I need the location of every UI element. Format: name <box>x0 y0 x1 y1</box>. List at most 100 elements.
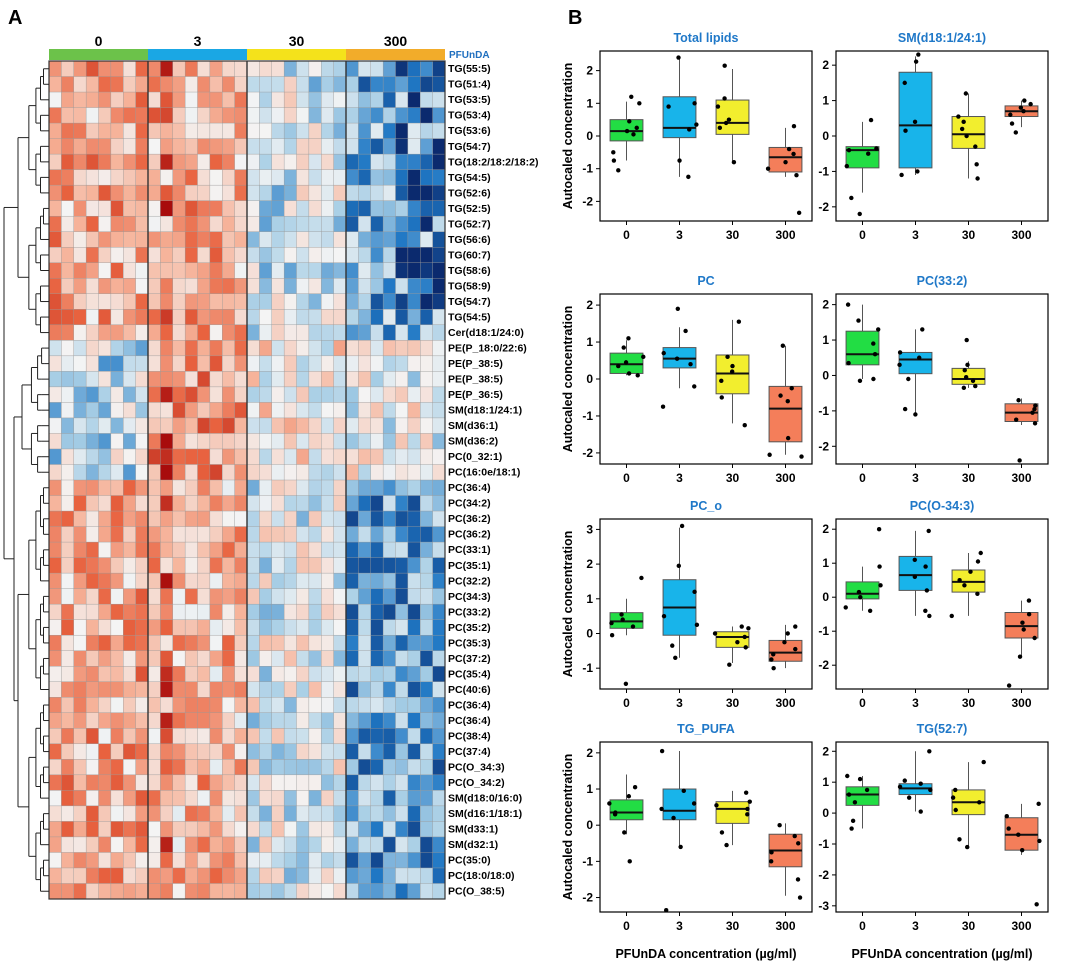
x-tick-label: 0 <box>859 471 866 485</box>
heatmap-cell <box>110 743 124 760</box>
heatmap-cell <box>358 231 372 248</box>
heatmap-cell <box>197 402 211 419</box>
heatmap-row-label: SM(d33:1) <box>448 824 498 836</box>
data-point <box>858 595 863 600</box>
data-point <box>661 350 666 356</box>
heatmap-cell <box>147 759 161 776</box>
heatmap-cell <box>197 588 211 605</box>
heatmap-cell <box>209 557 223 574</box>
heatmap-cell <box>160 91 174 108</box>
x-tick-label: 300 <box>775 919 795 933</box>
heatmap-cell <box>85 138 99 155</box>
heatmap-cell <box>321 293 335 310</box>
heatmap-cell <box>382 200 396 217</box>
heatmap-cell <box>407 448 421 465</box>
data-point <box>1004 813 1009 819</box>
heatmap-cell <box>407 634 421 652</box>
heatmap-cell <box>271 619 285 636</box>
heatmap-cell <box>407 386 421 403</box>
heatmap-cell <box>123 215 137 233</box>
heatmap-cell <box>407 572 421 590</box>
heatmap-cell <box>85 215 99 233</box>
heatmap-cell <box>283 836 297 853</box>
heatmap-cell <box>259 619 273 636</box>
heatmap-cell <box>283 821 297 838</box>
heatmap-cell <box>234 774 248 791</box>
heatmap-cell <box>85 588 99 605</box>
plot-frame <box>599 518 813 690</box>
heatmap-cell <box>308 619 322 636</box>
heatmap-cell <box>407 867 421 884</box>
heatmap-cell <box>321 402 335 419</box>
heatmap-cell <box>420 200 434 217</box>
heatmap-cell <box>209 510 223 527</box>
heatmap-cell <box>61 184 75 202</box>
heatmap-cell <box>110 184 124 202</box>
heatmap-cell <box>321 883 335 900</box>
heatmap-cell <box>308 433 322 450</box>
heatmap-cell <box>407 402 421 419</box>
heatmap-cell <box>61 293 75 310</box>
heatmap-cell <box>345 200 359 217</box>
heatmap-cell <box>321 774 335 791</box>
data-point <box>903 128 908 133</box>
heatmap-cell <box>407 588 421 605</box>
heatmap-cell <box>172 247 186 264</box>
heatmap-cell <box>308 805 322 822</box>
heatmap-cell <box>382 495 396 512</box>
heatmap-cell <box>395 386 409 403</box>
data-point <box>717 125 723 131</box>
heatmap-cell <box>48 836 62 853</box>
heatmap-cell <box>61 774 75 791</box>
heatmap-cell <box>370 666 384 683</box>
heatmap-cell <box>370 728 384 745</box>
heatmap-cell <box>85 790 99 807</box>
heatmap-cell <box>135 355 149 372</box>
heatmap-cell <box>48 169 62 186</box>
heatmap-cell <box>85 122 99 139</box>
heatmap-cell <box>160 650 174 667</box>
heatmap-cell <box>333 541 347 558</box>
heatmap-cell <box>160 153 174 171</box>
heatmap-cell <box>246 712 260 729</box>
heatmap-cell <box>123 371 137 388</box>
data-point <box>792 833 797 839</box>
data-point <box>743 645 748 650</box>
heatmap-cell <box>296 790 310 807</box>
heatmap-cell <box>85 852 99 869</box>
heatmap-cell <box>358 262 372 279</box>
heatmap-cell <box>172 107 186 124</box>
heatmap-cell <box>234 278 248 295</box>
heatmap-cell <box>135 603 149 621</box>
heatmap-cell <box>160 371 174 388</box>
heatmap-cell <box>110 728 124 745</box>
heatmap-row-label: TG(56:6) <box>448 234 491 246</box>
heatmap-cell <box>333 510 347 527</box>
heatmap-cell <box>395 836 409 853</box>
heatmap-cell <box>358 619 372 636</box>
heatmap-cell <box>246 867 260 884</box>
heatmap-cell <box>160 867 174 884</box>
heatmap-cell <box>123 107 137 124</box>
heatmap-cell <box>73 510 87 527</box>
heatmap-cell <box>345 417 359 434</box>
heatmap-cell <box>234 852 248 869</box>
heatmap-cell <box>172 728 186 745</box>
data-point <box>961 119 966 125</box>
x-tick-label: 3 <box>676 228 683 242</box>
heatmap-cell <box>73 743 87 760</box>
heatmap-cell <box>172 883 186 900</box>
heatmap-cell <box>296 324 310 341</box>
heatmap-cell <box>209 340 223 357</box>
heatmap-cell <box>61 634 75 652</box>
heatmap-cell <box>234 215 248 233</box>
heatmap-cell <box>271 805 285 822</box>
heatmap-cell <box>222 309 236 326</box>
data-point <box>1008 112 1013 117</box>
heatmap-cell <box>209 883 223 900</box>
heatmap-cell <box>48 247 62 264</box>
heatmap-cell <box>184 805 198 822</box>
heatmap-cell <box>382 340 396 357</box>
heatmap-cell <box>110 464 124 481</box>
heatmap-cell <box>432 122 446 139</box>
